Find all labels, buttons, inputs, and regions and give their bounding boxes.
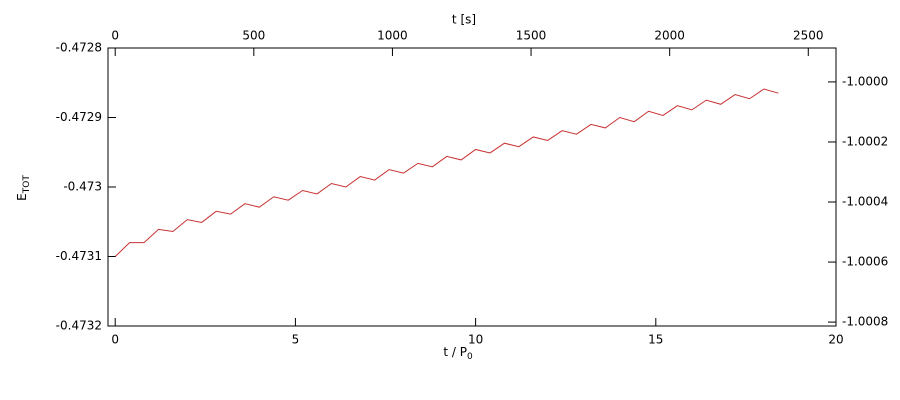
data-line <box>114 88 779 257</box>
x-tick-label: 15 <box>648 333 663 347</box>
y-tick-label: -0.473 <box>63 180 102 194</box>
x-tick-label: 5 <box>292 333 300 347</box>
y2-tick-label: -1.0004 <box>842 195 888 209</box>
y2-tick-label: -1.0008 <box>842 315 888 329</box>
x-tick-label: 20 <box>828 333 843 347</box>
plot-frame <box>107 47 837 327</box>
y-axis-label-main: E <box>15 193 29 201</box>
x-axis-label: t / P0 <box>443 345 473 362</box>
y-tick-label: -0.4729 <box>56 110 102 124</box>
x2-tick-label: 0 <box>111 29 119 43</box>
x2-tick-label: 1500 <box>516 29 547 43</box>
x-axis-label-sub: 0 <box>467 352 473 362</box>
x-tick-label: 10 <box>468 333 483 347</box>
y2-tick-label: -1.0000 <box>842 74 888 88</box>
y-tick-label: -0.4732 <box>56 319 102 333</box>
y-tick-label: -0.4731 <box>56 249 102 263</box>
y-axis-label-sub: TOT <box>22 175 32 195</box>
y2-tick-label: -1.0006 <box>842 255 888 269</box>
x2-tick-label: 1000 <box>377 29 408 43</box>
x-axis-label-main: t / P <box>443 345 467 359</box>
x-tick-label: 0 <box>111 333 119 347</box>
x2-axis-label: t [s] <box>452 13 476 27</box>
y-axis-label: ETOT <box>15 175 32 201</box>
x2-tick-label: 2000 <box>654 29 685 43</box>
y2-tick-label: -1.0002 <box>842 134 888 148</box>
y-tick-label: -0.4728 <box>56 41 102 55</box>
x2-tick-label: 500 <box>242 29 265 43</box>
x2-tick-label: 2500 <box>793 29 824 43</box>
